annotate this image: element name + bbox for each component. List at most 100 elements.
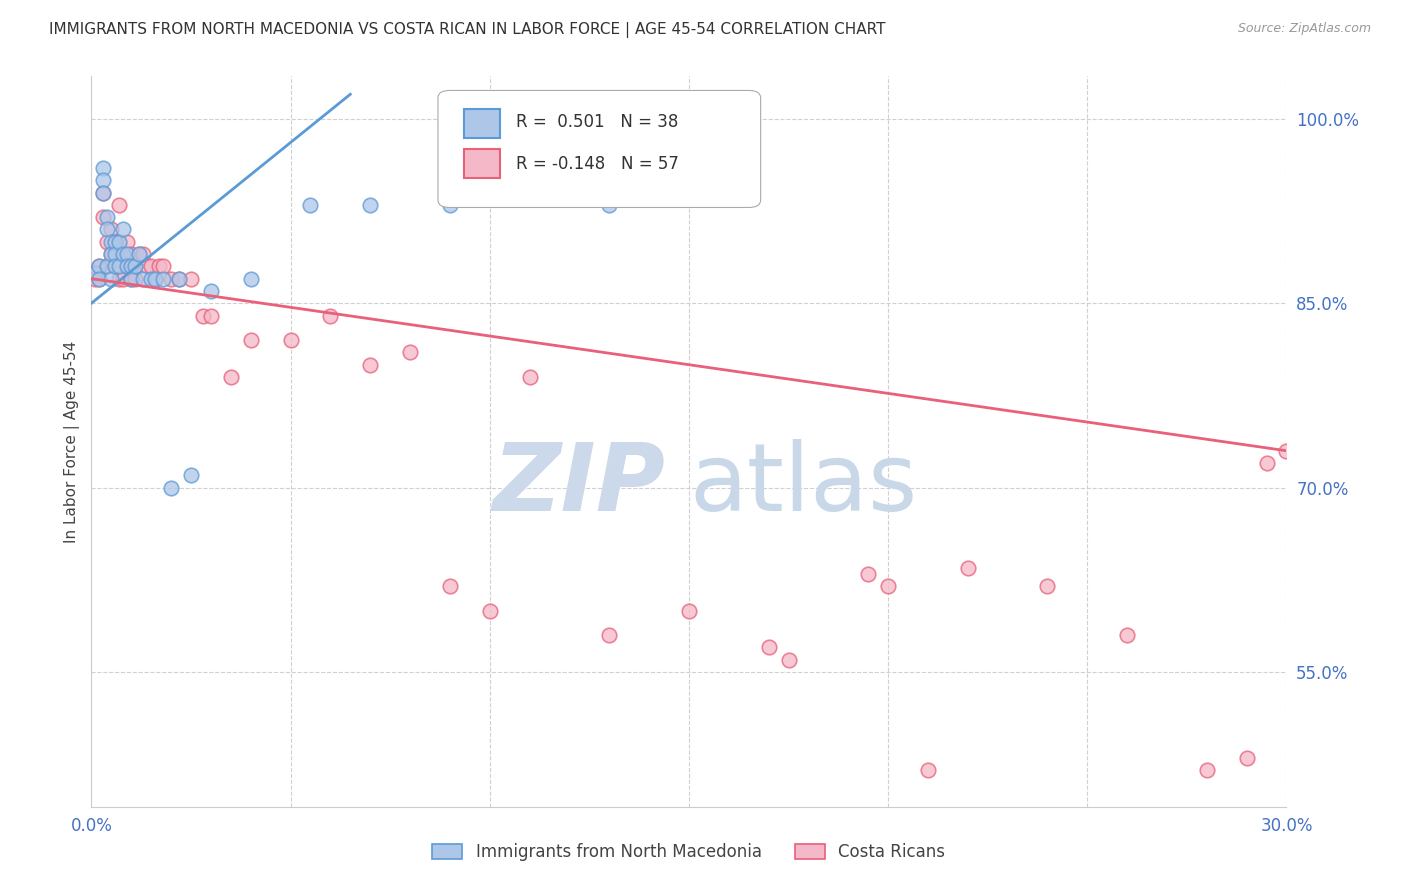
Text: R =  0.501   N = 38: R = 0.501 N = 38	[516, 113, 678, 131]
Point	[89, 271, 111, 285]
Point	[319, 309, 342, 323]
Point	[112, 222, 135, 236]
Point	[167, 271, 190, 285]
Point	[132, 271, 155, 285]
Point	[167, 271, 190, 285]
Text: IMMIGRANTS FROM NORTH MACEDONIA VS COSTA RICAN IN LABOR FORCE | AGE 45-54 CORREL: IMMIGRANTS FROM NORTH MACEDONIA VS COSTA…	[49, 22, 886, 38]
Point	[128, 247, 150, 261]
Point	[124, 260, 146, 274]
Point	[1036, 579, 1059, 593]
Point	[160, 271, 183, 285]
Point	[84, 271, 107, 285]
Point	[120, 260, 142, 274]
Text: ZIP: ZIP	[492, 440, 665, 532]
Point	[89, 260, 111, 274]
Point	[115, 260, 138, 274]
Point	[856, 566, 880, 581]
Point	[93, 186, 115, 200]
Point	[152, 260, 174, 274]
Point	[877, 579, 900, 593]
FancyBboxPatch shape	[464, 109, 501, 138]
Point	[104, 235, 127, 249]
Point	[1275, 443, 1298, 458]
FancyBboxPatch shape	[464, 149, 501, 178]
Point	[956, 560, 979, 574]
Point	[136, 260, 159, 274]
Point	[100, 247, 122, 261]
Point	[141, 271, 162, 285]
Point	[108, 235, 131, 249]
Point	[112, 247, 135, 261]
Point	[100, 222, 122, 236]
Legend: Immigrants from North Macedonia, Costa Ricans: Immigrants from North Macedonia, Costa R…	[433, 843, 945, 861]
Point	[100, 235, 122, 249]
Point	[598, 198, 620, 212]
Point	[108, 271, 131, 285]
Point	[180, 271, 202, 285]
Point	[598, 628, 620, 642]
Point	[439, 579, 461, 593]
Point	[519, 370, 541, 384]
Text: R = -0.148   N = 57: R = -0.148 N = 57	[516, 154, 679, 172]
Point	[115, 247, 138, 261]
Point	[152, 271, 174, 285]
Point	[399, 345, 422, 359]
Point	[143, 271, 166, 285]
Point	[478, 603, 501, 617]
Point	[1116, 628, 1139, 642]
Text: atlas: atlas	[689, 440, 917, 532]
Point	[180, 468, 202, 483]
Point	[359, 198, 381, 212]
Point	[108, 235, 131, 249]
Point	[115, 260, 138, 274]
Point	[219, 370, 242, 384]
Point	[93, 186, 115, 200]
Point	[93, 210, 115, 224]
Point	[917, 764, 939, 778]
Point	[112, 271, 135, 285]
Point	[160, 481, 183, 495]
Point	[104, 235, 127, 249]
Point	[124, 260, 146, 274]
Point	[758, 640, 780, 655]
Point	[1236, 751, 1258, 765]
Point	[84, 266, 107, 280]
Point	[1195, 764, 1218, 778]
Point	[96, 260, 118, 274]
Point	[148, 260, 170, 274]
Text: Source: ZipAtlas.com: Source: ZipAtlas.com	[1237, 22, 1371, 36]
Point	[100, 247, 122, 261]
Point	[439, 198, 461, 212]
Point	[141, 260, 162, 274]
Point	[299, 198, 322, 212]
Point	[678, 603, 700, 617]
FancyBboxPatch shape	[437, 90, 761, 208]
Point	[96, 222, 118, 236]
Point	[132, 247, 155, 261]
Point	[104, 260, 127, 274]
Point	[120, 271, 142, 285]
Point	[239, 333, 262, 347]
Point	[239, 271, 262, 285]
Point	[200, 309, 222, 323]
Point	[359, 358, 381, 372]
Point	[104, 260, 127, 274]
Point	[104, 247, 127, 261]
Point	[89, 260, 111, 274]
Point	[778, 653, 800, 667]
Point	[120, 247, 142, 261]
Point	[200, 284, 222, 298]
Point	[124, 271, 146, 285]
Point	[96, 235, 118, 249]
Point	[96, 210, 118, 224]
Point	[191, 309, 214, 323]
Point	[108, 198, 131, 212]
Point	[128, 247, 150, 261]
Point	[93, 161, 115, 175]
Point	[143, 271, 166, 285]
Point	[115, 235, 138, 249]
Point	[100, 271, 122, 285]
Point	[120, 271, 142, 285]
Point	[112, 247, 135, 261]
Point	[108, 260, 131, 274]
